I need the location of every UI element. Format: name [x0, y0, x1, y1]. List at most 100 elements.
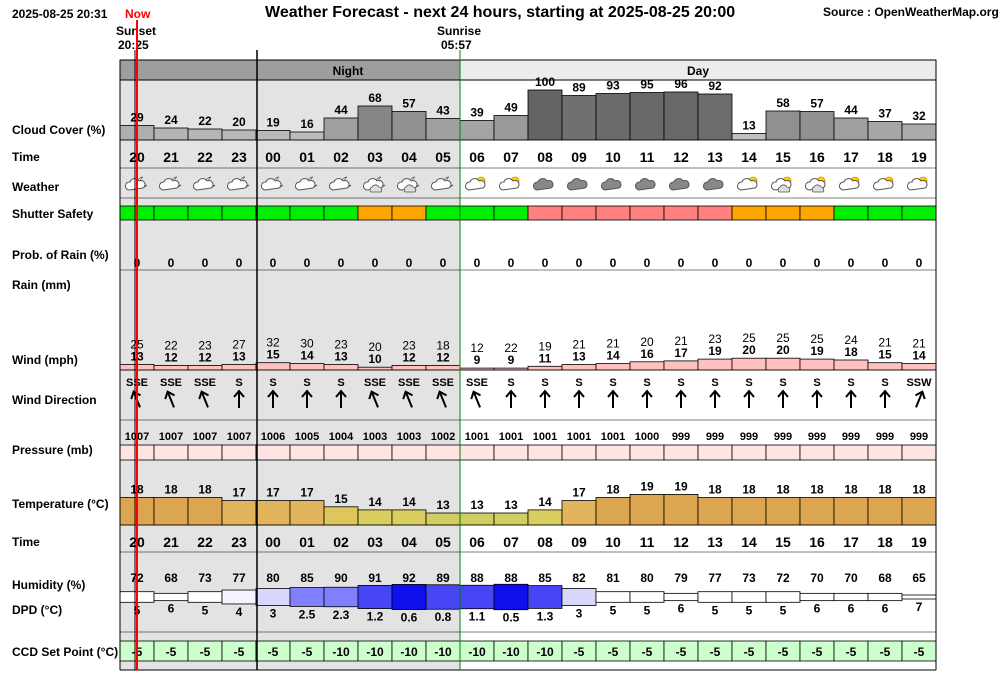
dpd-value: 5 — [202, 603, 209, 617]
cloud-icon — [567, 178, 588, 191]
rain-prob-value: 0 — [814, 256, 821, 270]
cloud-bar — [867, 121, 903, 141]
timestamp: 2025-08-25 20:31 — [12, 7, 108, 21]
rain-prob-value: 0 — [508, 256, 515, 270]
wind-speed-value: 17 — [674, 346, 688, 360]
dpd-bar — [663, 592, 699, 602]
pressure-value: 1000 — [635, 431, 659, 443]
cloud-icon — [329, 178, 350, 191]
wind-speed-value: 13 — [572, 350, 586, 364]
ccd-value: -5 — [676, 645, 687, 659]
time-label: 05 — [435, 149, 451, 165]
shutter-cell-orange — [731, 205, 767, 221]
humidity-value: 77 — [708, 571, 722, 585]
cloud-icon — [465, 178, 486, 191]
ccd-value: -5 — [778, 645, 789, 659]
wind-gust-value: 21 — [878, 336, 892, 350]
temperature-value: 19 — [674, 479, 688, 493]
shutter-cell-orange — [357, 205, 393, 221]
wind-arrow-icon — [573, 389, 585, 408]
sun-cloud-icon — [839, 176, 860, 191]
row-label-pressure-mb: Pressure (mb) — [12, 443, 93, 457]
wind-speed-value: 12 — [436, 350, 450, 364]
pressure-cell — [765, 444, 801, 461]
pressure-value: 999 — [672, 431, 690, 443]
wind-bar — [595, 363, 631, 371]
pressure-cell — [663, 444, 699, 461]
pressure-value: 1002 — [431, 431, 455, 443]
rain-prob-value: 0 — [406, 256, 413, 270]
time-label: 04 — [401, 534, 417, 550]
wind-bar — [255, 362, 291, 371]
wind-gust-value: 20 — [640, 335, 654, 349]
temperature-value: 14 — [402, 495, 416, 509]
cloud-icon — [907, 178, 928, 191]
cloud-icon — [431, 178, 452, 191]
time-label: 17 — [843, 534, 859, 550]
moon-cloud-icon — [261, 176, 284, 191]
shutter-cell-green — [255, 205, 291, 221]
temperature-bar — [527, 509, 563, 526]
wind-speed-value: 19 — [810, 344, 824, 358]
arrow-shaft — [439, 392, 447, 408]
humidity-value: 68 — [164, 571, 178, 585]
time-label: 02 — [333, 534, 349, 550]
cloud-bar — [799, 111, 835, 141]
pressure-value: 1001 — [499, 431, 523, 443]
dpd-bar — [629, 591, 665, 603]
wind-direction-label: S — [677, 377, 684, 389]
arrow-head — [436, 390, 447, 400]
wind-arrow-icon — [709, 389, 721, 408]
time-label: 14 — [741, 149, 757, 165]
sun-clouds-icon — [771, 176, 792, 193]
arrow-head — [641, 389, 653, 398]
humidity-value: 72 — [776, 571, 790, 585]
shutter-cell-green — [221, 205, 257, 221]
wind-bar — [459, 367, 495, 371]
wind-bar — [289, 363, 325, 371]
row-label-time: Time — [12, 535, 40, 549]
sun-cloud-icon — [465, 176, 486, 191]
temperature-value: 17 — [300, 486, 314, 500]
wind-direction-label: SSE — [194, 377, 216, 389]
wind-speed-value: 13 — [232, 350, 246, 364]
time-label: 09 — [571, 149, 587, 165]
arrow-shaft — [405, 392, 413, 408]
dpd-bar — [731, 591, 767, 603]
pressure-value: 1001 — [567, 431, 591, 443]
wind-speed-value: 12 — [402, 350, 416, 364]
arrow-head — [130, 390, 141, 400]
cloud-bar — [901, 123, 937, 141]
wind-bar — [663, 360, 699, 371]
cloud-icon — [403, 184, 417, 193]
pressure-cell — [289, 444, 325, 461]
temperature-value: 18 — [776, 483, 790, 497]
wind-gust-value: 21 — [912, 337, 926, 351]
night-label: Night — [333, 64, 364, 78]
wind-arrow-icon — [301, 389, 313, 408]
cloud-value: 22 — [198, 114, 212, 128]
cloud-icon — [839, 178, 860, 191]
arrow-head — [470, 390, 481, 400]
arrow-head — [505, 389, 517, 398]
rain-prob-value: 0 — [780, 256, 787, 270]
wind-speed-value: 11 — [539, 351, 552, 365]
temperature-value: 17 — [266, 486, 280, 500]
dpd-value: 6 — [882, 602, 889, 616]
cloud-bar — [357, 105, 393, 141]
humidity-value: 80 — [266, 571, 280, 585]
temperature-value: 18 — [606, 483, 620, 497]
temperature-value: 18 — [198, 483, 212, 497]
shutter-cell-green — [459, 205, 495, 221]
wind-bar — [323, 364, 359, 371]
time-label: 07 — [503, 149, 519, 165]
cloud-icon — [873, 178, 894, 191]
cloud-value: 96 — [674, 77, 688, 91]
moon-cloud-icon — [193, 176, 216, 191]
time-label: 16 — [809, 534, 825, 550]
dpd-bar — [323, 586, 359, 608]
dpd-bar — [357, 585, 393, 609]
wind-gust-value: 22 — [164, 338, 178, 352]
wind-direction-label: S — [609, 377, 616, 389]
cloud-icon — [703, 178, 724, 191]
